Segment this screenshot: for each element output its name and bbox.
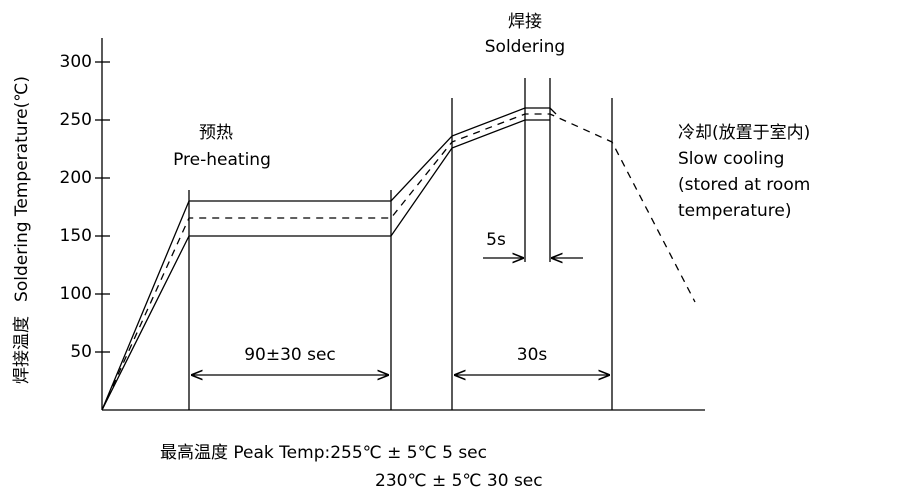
label: 90±30 sec xyxy=(244,345,336,365)
label: 焊接 xyxy=(508,12,542,32)
y-axis-label: 焊接温度 Soldering Temperature(℃) xyxy=(12,76,32,384)
axes xyxy=(101,38,705,411)
y-tick-label: 100 xyxy=(60,284,92,304)
guides xyxy=(188,78,613,410)
y-tick-label: 250 xyxy=(60,110,92,130)
y-tick-label: 200 xyxy=(60,168,92,188)
y-tick-label: 300 xyxy=(60,52,92,72)
label: Slow cooling xyxy=(678,149,784,169)
label: Soldering xyxy=(485,37,565,57)
label: (stored at room xyxy=(678,175,810,195)
label: temperature) xyxy=(678,201,792,221)
y-label-cn: 焊接温度 xyxy=(12,316,32,384)
label: 预热 xyxy=(199,123,233,143)
footer-text: 最高温度 Peak Temp:255℃ ± 5℃ 5 sec xyxy=(160,443,487,463)
y-tick-label: 50 xyxy=(70,342,92,362)
y-tick-label: 150 xyxy=(60,226,92,246)
label: 5s xyxy=(486,230,506,250)
label: 30s xyxy=(517,345,548,365)
y-label-en: Soldering Temperature(℃) xyxy=(12,76,32,302)
label: 冷却(放置于室内) xyxy=(678,123,810,143)
footer-text: 230℃ ± 5℃ 30 sec xyxy=(375,471,543,491)
label: Pre-heating xyxy=(173,150,271,170)
